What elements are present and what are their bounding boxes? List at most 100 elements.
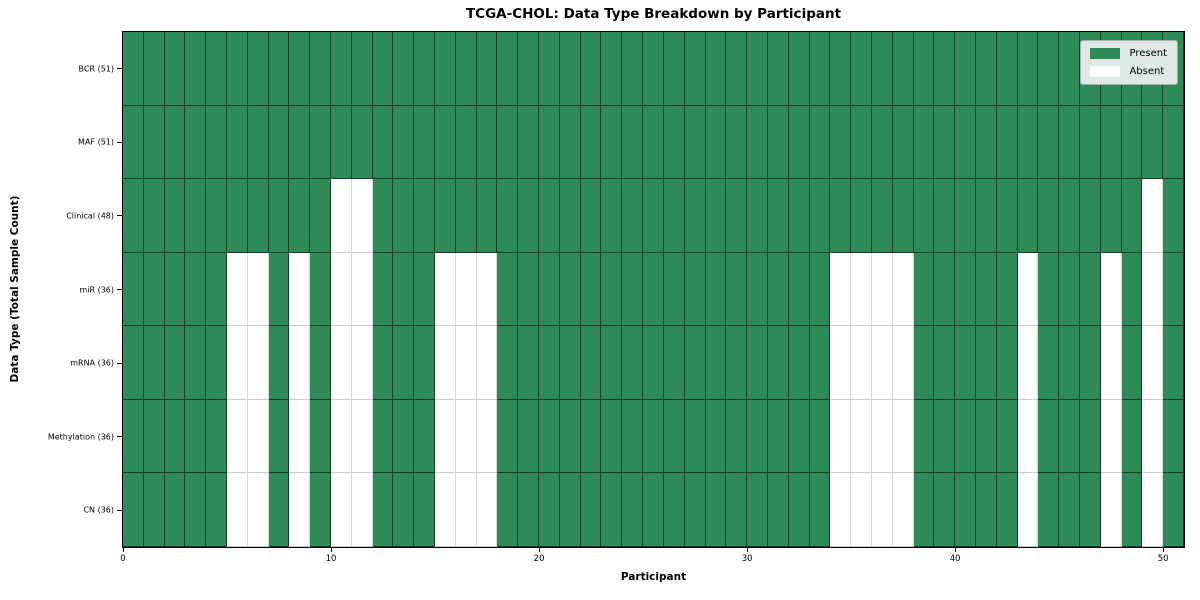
heatmap-cell	[518, 326, 540, 400]
heatmap-cell	[1079, 105, 1101, 180]
y-tick-mark	[117, 362, 122, 364]
heatmap-cell	[705, 105, 727, 180]
heatmap-cell	[123, 252, 144, 327]
heatmap-cell	[455, 399, 477, 474]
heatmap-cell	[663, 473, 685, 547]
heatmap-cell	[497, 326, 519, 400]
heatmap-cell	[206, 473, 228, 547]
x-tick-label: 0	[120, 554, 126, 564]
legend-absent-swatch	[1090, 66, 1121, 77]
heatmap-cell	[414, 105, 436, 180]
heatmap-cell	[268, 252, 290, 327]
heatmap-cell	[185, 179, 207, 253]
heatmap-cell	[830, 252, 852, 327]
heatmap-cell	[331, 32, 352, 106]
plot-area: BCR (51) MAF (51) Clinical (48) miR (36) mRN…	[48, 31, 1185, 564]
heatmap-cell	[747, 32, 768, 106]
heatmap-cell	[1079, 252, 1101, 327]
heatmap-cell	[663, 399, 685, 474]
heatmap-cell	[684, 326, 706, 400]
heatmap-cell	[1142, 179, 1164, 253]
heatmap-cell	[1059, 179, 1080, 253]
heatmap-cell	[809, 105, 831, 180]
heatmap-cell	[1059, 326, 1080, 400]
legend: Present Absent	[1080, 40, 1178, 85]
y-tick-mark	[117, 436, 122, 438]
heatmap-cell	[247, 179, 269, 253]
heatmap-cell	[580, 179, 602, 253]
heatmap-cell	[913, 105, 935, 180]
heatmap-cell	[559, 399, 581, 474]
heatmap-cell	[1079, 179, 1101, 253]
heatmap-cell	[1163, 105, 1184, 180]
heatmap-cell	[268, 473, 290, 547]
heatmap-cell	[996, 399, 1018, 474]
heatmap-cell	[892, 105, 914, 180]
heatmap-cell	[372, 179, 394, 253]
heatmap-cell	[1059, 399, 1080, 474]
heatmap-cell	[580, 32, 602, 106]
heatmap-cell	[871, 105, 893, 180]
heatmap-cell	[809, 473, 831, 547]
heatmap-cell	[331, 399, 352, 474]
heatmap-cell	[227, 252, 248, 327]
heatmap-cell	[206, 105, 228, 180]
heatmap-cell	[788, 105, 810, 180]
heatmap-cell	[227, 473, 248, 547]
heatmap-cell	[726, 179, 748, 253]
heatmap-cell	[1163, 252, 1184, 327]
heatmap-cell	[518, 32, 540, 106]
x-tick-label: 10	[325, 554, 337, 564]
heatmap-cell	[310, 326, 332, 400]
heatmap-cell	[455, 179, 477, 253]
heatmap-cell	[289, 252, 311, 327]
heatmap-cell	[143, 326, 165, 400]
heatmap-cell	[996, 252, 1018, 327]
heatmap-cell	[476, 473, 498, 547]
heatmap-cell	[559, 32, 581, 106]
heatmap-cell	[227, 105, 248, 180]
heatmap-cell	[123, 399, 144, 474]
heatmap-cell	[1100, 179, 1122, 253]
heatmap-cell	[227, 179, 248, 253]
heatmap-cell	[663, 32, 685, 106]
heatmap-cell	[830, 473, 852, 547]
heatmap-cell	[393, 32, 415, 106]
x-tick-mark	[538, 548, 540, 552]
heatmap-cell	[726, 105, 748, 180]
legend-present-label: Present	[1129, 48, 1167, 59]
heatmap-cell	[684, 473, 706, 547]
heatmap-cell	[435, 105, 456, 180]
heatmap-cell	[663, 105, 685, 180]
legend-entry-absent: Absent	[1090, 66, 1167, 77]
heatmap-cell	[830, 326, 852, 400]
heatmap-cell	[643, 326, 664, 400]
heatmap-cell	[1121, 326, 1143, 400]
heatmap-cell	[539, 473, 560, 547]
heatmap-cell	[663, 179, 685, 253]
heatmap-cell	[206, 32, 228, 106]
heatmap-cell	[955, 32, 976, 106]
heatmap-cell	[851, 179, 872, 253]
heatmap-cell	[892, 32, 914, 106]
heatmap-cell	[559, 105, 581, 180]
heatmap-cell	[393, 399, 415, 474]
heatmap-cell	[539, 32, 560, 106]
heatmap-cell	[1059, 32, 1080, 106]
heatmap-cell	[955, 252, 976, 327]
heatmap-cell	[747, 179, 768, 253]
heatmap-cell	[497, 399, 519, 474]
x-tick-mark	[330, 548, 332, 552]
heatmap-cell	[871, 179, 893, 253]
heatmap-cell	[788, 473, 810, 547]
heatmap-cell	[767, 32, 789, 106]
heatmap-cell	[871, 252, 893, 327]
heatmap-cell	[185, 252, 207, 327]
x-axis-label: Participant	[620, 571, 687, 583]
heatmap-cell	[767, 326, 789, 400]
heatmap-cell	[934, 399, 956, 474]
heatmap-cell	[1017, 32, 1039, 106]
heatmap-cell	[393, 326, 415, 400]
heatmap-cell	[580, 399, 602, 474]
heatmap-cell	[934, 473, 956, 547]
